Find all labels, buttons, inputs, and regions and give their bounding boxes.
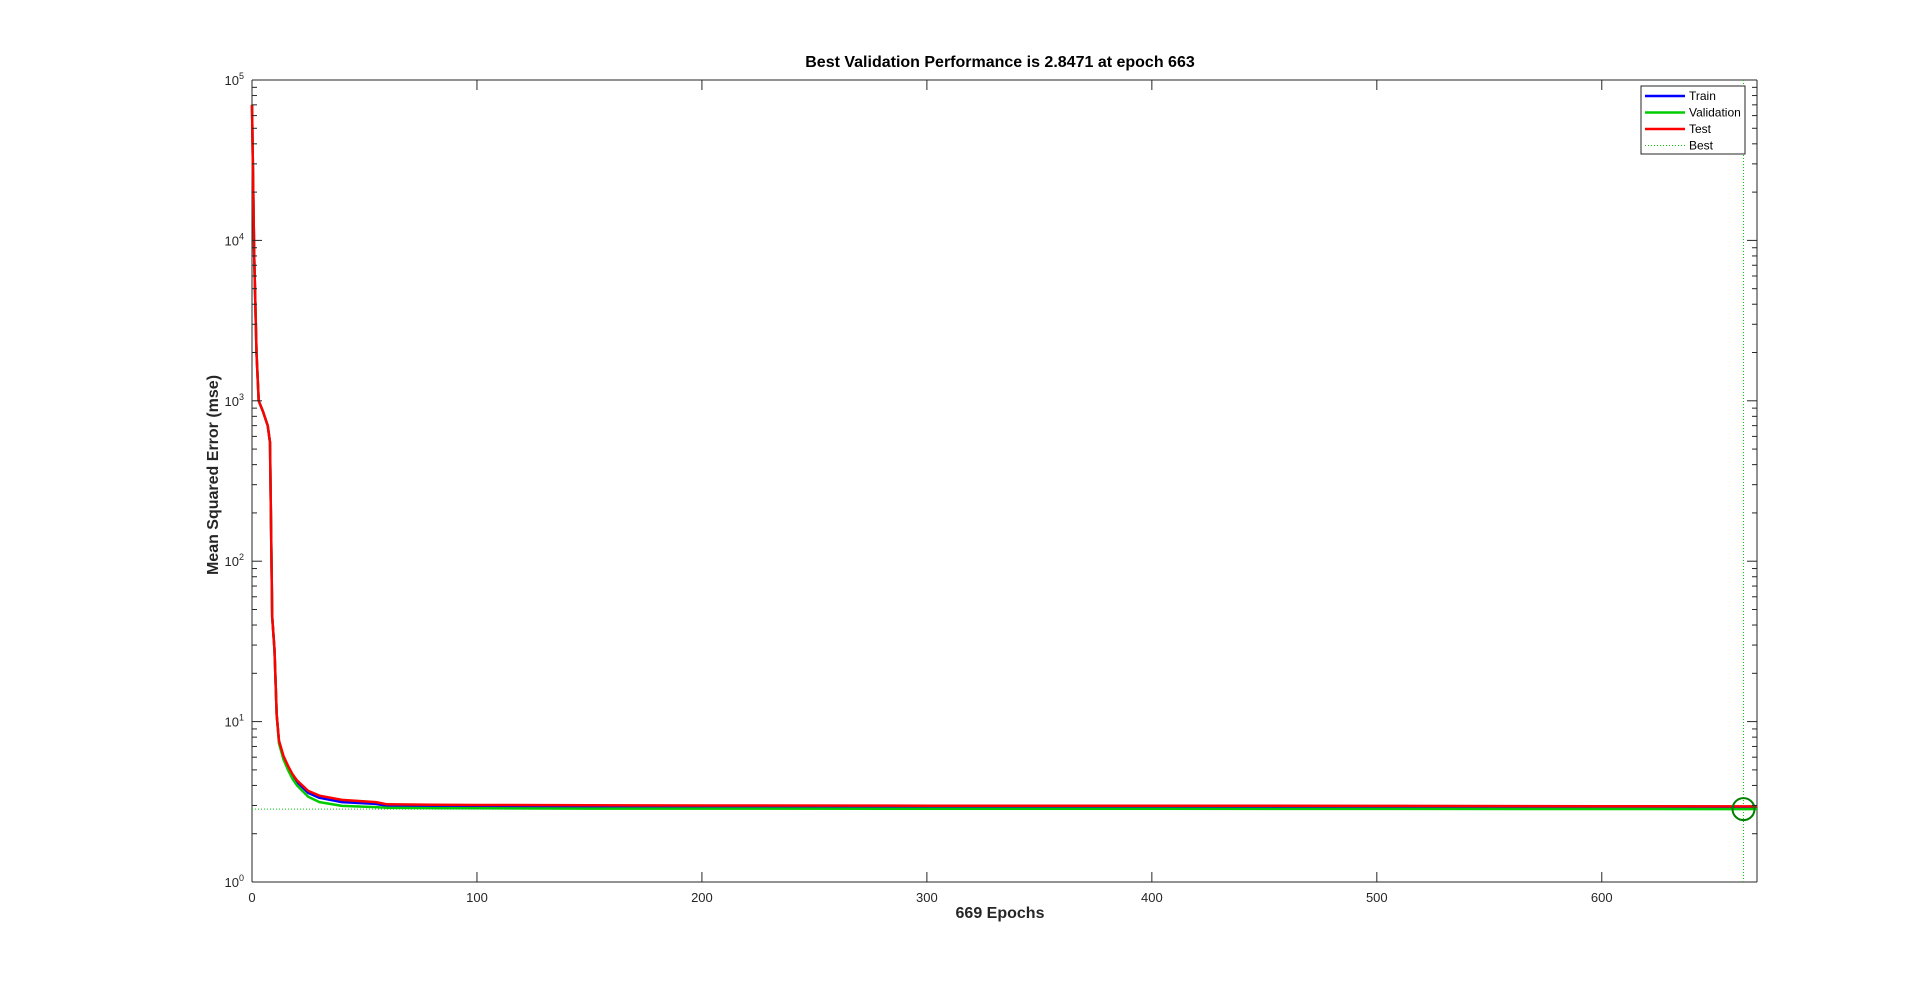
y-tick-label: 100 [225, 873, 244, 890]
legend: Train Validation Test Best [1640, 85, 1746, 155]
y-tick-label: 104 [225, 231, 244, 248]
plot-area [251, 79, 1758, 883]
x-axis-ticks: 0 100 200 300 400 500 600 [248, 80, 1613, 905]
best-marker [1731, 797, 1756, 822]
x-tick-label: 500 [1366, 890, 1388, 905]
x-axis-label: 669 Epochs [956, 905, 1045, 922]
series-layer [250, 80, 1758, 882]
legend-label-best: Best [1689, 139, 1714, 153]
y-tick-label: 101 [225, 713, 244, 730]
y-tick-label: 103 [225, 392, 244, 409]
legend-box [1640, 85, 1746, 155]
y-tick-label: 102 [225, 552, 244, 569]
series-test-line [250, 104, 1758, 808]
y-axis-label: Mean Squared Error (mse) [205, 375, 222, 575]
series-train-line [250, 104, 1758, 810]
series-validation-line [250, 104, 1758, 811]
y-axis-ticks: 100 101 102 103 104 105 [225, 71, 1757, 890]
legend-label-test: Test [1689, 122, 1712, 136]
x-tick-label: 0 [248, 890, 255, 905]
chart-title: Best Validation Performance is 2.8471 at… [805, 54, 1195, 71]
legend-label-validation: Validation [1689, 106, 1741, 120]
x-tick-label: 100 [466, 890, 488, 905]
y-tick-label: 105 [225, 71, 244, 88]
x-tick-label: 600 [1591, 890, 1613, 905]
x-tick-label: 200 [691, 890, 713, 905]
x-tick-label: 300 [916, 890, 938, 905]
x-tick-label: 400 [1141, 890, 1163, 905]
legend-label-train: Train [1689, 89, 1716, 103]
